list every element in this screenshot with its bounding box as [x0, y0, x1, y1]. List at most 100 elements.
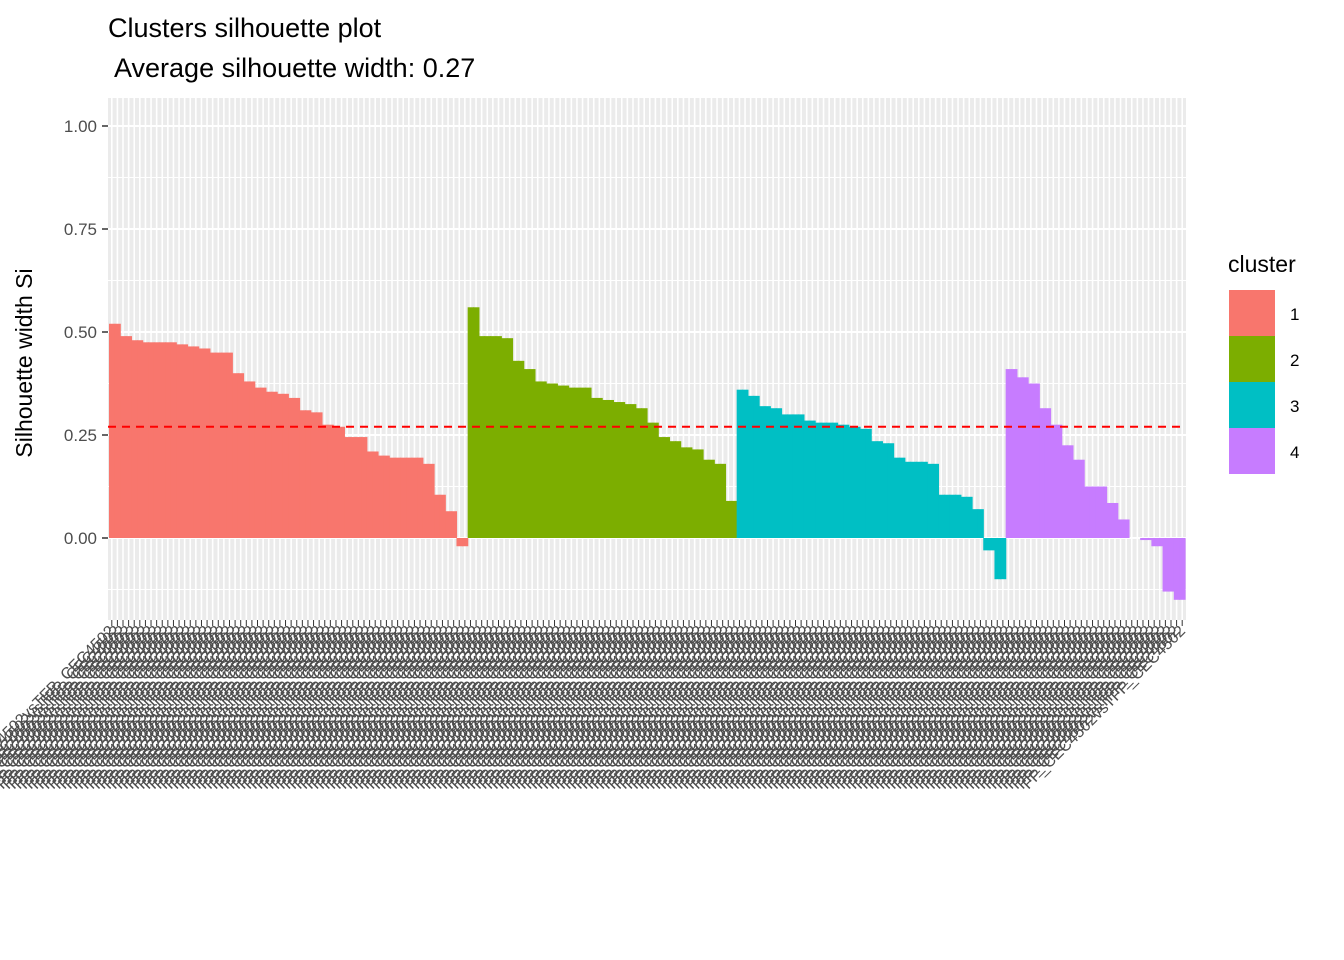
bar-cluster-1 [293, 397, 301, 538]
bar-cluster-4 [1044, 408, 1052, 538]
bar-cluster-1 [372, 451, 379, 538]
bar-cluster-2 [596, 397, 603, 538]
bar-cluster-1 [120, 336, 127, 538]
bar-cluster-3 [803, 420, 811, 538]
bar-cluster-3 [775, 408, 783, 538]
bar-cluster-4 [1162, 538, 1169, 592]
bar-cluster-3 [899, 457, 906, 538]
bar-cluster-3 [960, 496, 968, 538]
bar-cluster-4 [1095, 486, 1102, 538]
bar-cluster-4 [1168, 538, 1175, 592]
bar-cluster-3 [988, 538, 996, 551]
bar-cluster-2 [534, 381, 542, 538]
bar-cluster-1 [288, 397, 295, 538]
bar-cluster-2 [546, 383, 553, 538]
bar-cluster-3 [977, 509, 984, 538]
bar-cluster-4 [1072, 459, 1080, 538]
bar-cluster-3 [882, 443, 889, 538]
bar-cluster-1 [204, 348, 211, 538]
bar-cluster-3 [859, 428, 867, 538]
chart-title: Clusters silhouette plot [108, 13, 382, 43]
panel-background [108, 98, 1186, 620]
bar-cluster-3 [983, 538, 990, 551]
bar-cluster-2 [574, 387, 581, 538]
bar-cluster-4 [1106, 502, 1113, 538]
bar-cluster-1 [327, 424, 334, 538]
bar-cluster-1 [462, 538, 469, 547]
bar-cluster-1 [282, 393, 289, 538]
bar-cluster-1 [153, 342, 161, 538]
bar-cluster-1 [299, 410, 306, 538]
bar-cluster-3 [759, 406, 766, 538]
bar-cluster-2 [647, 422, 654, 538]
bar-cluster-4 [1084, 486, 1091, 538]
bar-cluster-2 [568, 387, 575, 538]
bar-cluster-2 [557, 385, 564, 538]
bar-cluster-4 [1033, 383, 1040, 538]
bar-cluster-1 [378, 455, 385, 538]
legend-label: 3 [1290, 397, 1299, 416]
bar-cluster-2 [624, 404, 631, 538]
bar-cluster-2 [540, 381, 547, 538]
bar-cluster-2 [585, 387, 592, 538]
bar-cluster-3 [747, 395, 755, 538]
bar-cluster-4 [1005, 369, 1012, 538]
bar-cluster-1 [417, 457, 424, 538]
y-tick-label: 0.75 [64, 220, 97, 239]
bar-cluster-1 [232, 373, 239, 538]
bar-cluster-4 [1056, 424, 1063, 538]
bar-cluster-4 [1112, 502, 1119, 538]
bar-cluster-3 [798, 414, 805, 538]
bar-cluster-2 [630, 404, 637, 538]
bar-cluster-1 [198, 348, 205, 538]
bar-cluster-1 [383, 455, 390, 538]
bar-cluster-1 [271, 391, 278, 538]
bar-cluster-1 [445, 511, 452, 538]
bar-cluster-3 [787, 414, 794, 538]
bar-cluster-3 [910, 461, 917, 538]
bar-cluster-2 [641, 408, 648, 538]
bar-cluster-1 [366, 451, 373, 538]
bar-cluster-2 [501, 338, 508, 538]
bar-cluster-4 [1173, 538, 1180, 600]
bar-cluster-1 [165, 342, 172, 538]
bar-cluster-1 [226, 352, 233, 538]
bar-cluster-3 [1000, 538, 1007, 580]
bar-cluster-3 [972, 509, 979, 538]
bar-cluster-4 [1061, 445, 1068, 538]
bar-cluster-1 [305, 410, 312, 538]
bar-cluster-1 [316, 412, 323, 538]
bar-cluster-4 [1100, 486, 1108, 538]
bar-cluster-4 [1145, 538, 1152, 541]
bar-cluster-4 [1050, 424, 1057, 538]
bar-cluster-1 [159, 342, 166, 538]
bar-cluster-1 [265, 391, 273, 538]
bar-cluster-3 [904, 461, 911, 538]
bar-cluster-1 [249, 381, 256, 538]
bar-cluster-3 [876, 441, 883, 538]
bar-cluster-3 [792, 414, 799, 538]
bar-cluster-1 [361, 437, 368, 538]
bars [109, 307, 1186, 600]
bar-cluster-2 [506, 338, 514, 538]
bar-cluster-2 [680, 447, 687, 538]
bar-cluster-4 [1028, 383, 1035, 538]
y-tick-label: 0.25 [64, 426, 97, 445]
bar-cluster-2 [590, 397, 598, 538]
bar-cluster-2 [697, 449, 704, 538]
bar-cluster-4 [1179, 538, 1186, 600]
x-axis-labels: FP_CEC4502vsTFP_CEC4502FP_CEC4502vsTFP_C… [0, 620, 1189, 793]
y-axis-title: Silhouette width Si [11, 268, 37, 457]
bar-cluster-1 [434, 494, 441, 538]
bar-cluster-2 [473, 307, 480, 538]
y-tick-label: 0.50 [64, 323, 97, 342]
bar-cluster-1 [109, 323, 116, 538]
bar-cluster-1 [394, 457, 402, 538]
legend-key-3 [1229, 382, 1275, 428]
bar-cluster-2 [579, 387, 586, 538]
y-tick-label: 0.00 [64, 529, 97, 548]
bar-cluster-4 [1039, 408, 1046, 538]
bar-cluster-3 [932, 463, 940, 538]
bar-cluster-1 [237, 373, 245, 538]
bar-cluster-2 [490, 336, 497, 538]
